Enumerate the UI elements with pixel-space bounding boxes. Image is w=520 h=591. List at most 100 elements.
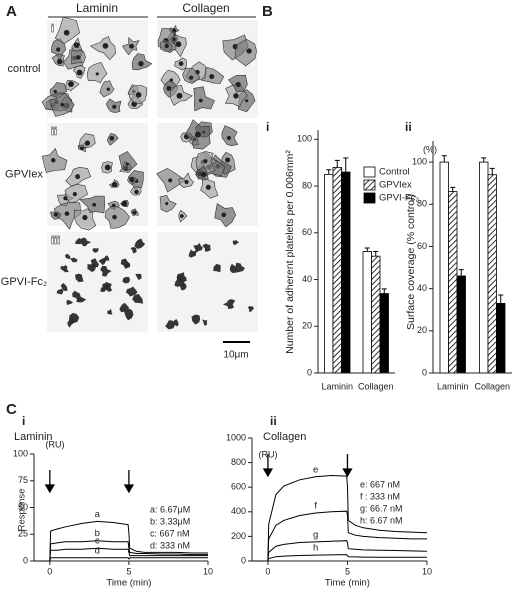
error-bar (458, 269, 464, 276)
cell-core (75, 174, 81, 180)
cell-core (128, 43, 135, 49)
cell (100, 265, 112, 277)
y-tick-label: 50 (18, 502, 28, 512)
cell-core (84, 140, 91, 146)
cell-core (72, 192, 77, 197)
y-tick-label: 0 (422, 367, 427, 377)
legend-label: c: 667 nM (150, 528, 190, 538)
x-tick-label: 10 (203, 566, 213, 576)
cell-core (135, 92, 142, 98)
x-tick-label: 10 (422, 566, 432, 576)
column-header: Collagen (182, 1, 229, 15)
cell (232, 240, 240, 246)
line (252, 554, 427, 562)
y-tick-label: 400 (231, 506, 246, 516)
cell-core (112, 104, 117, 109)
error-bar (334, 159, 340, 168)
cell (56, 288, 64, 295)
cell-core (245, 99, 249, 103)
curve-label: b (95, 528, 100, 539)
injection-arrow (262, 454, 274, 478)
cell-core (200, 171, 207, 178)
cell-core (112, 214, 117, 220)
cell (134, 238, 146, 249)
cell-core (64, 211, 70, 216)
bar (362, 251, 372, 374)
cell-core (164, 43, 169, 49)
cell (130, 246, 137, 254)
x-tick-label: 5 (345, 566, 350, 576)
cell (60, 282, 68, 291)
y-tick-label: 600 (231, 482, 246, 492)
cell (87, 263, 96, 273)
cell (107, 308, 113, 315)
bar (379, 293, 389, 374)
cell-core (221, 212, 227, 218)
legend-label: g: 66.7 nM (360, 503, 403, 513)
line (34, 520, 208, 562)
y-tick-label: 0 (241, 555, 246, 565)
cell-core (51, 158, 56, 163)
line (252, 510, 427, 562)
cell (188, 249, 197, 258)
legend-label: f : 333 nM (360, 491, 400, 501)
cell (202, 243, 211, 252)
chart-numeral: ii (405, 120, 412, 134)
bar (487, 174, 497, 374)
error-bar (381, 288, 387, 294)
error-bar (326, 169, 332, 175)
cell (123, 308, 134, 321)
y-tick-label: 80 (417, 199, 427, 209)
y-tick-label: 20 (302, 321, 312, 331)
cell-core (73, 42, 80, 48)
error-bar (489, 167, 495, 175)
panel-label: B (262, 3, 273, 20)
cell (172, 319, 179, 327)
cell-core (184, 179, 189, 185)
row-label: control (7, 63, 40, 75)
cell-core (53, 89, 57, 94)
cell-core (166, 86, 172, 91)
error-bar (373, 251, 379, 257)
cell (75, 237, 83, 245)
cell (78, 133, 96, 148)
cell-core (68, 81, 74, 88)
cell-core (165, 202, 169, 206)
cell-core (125, 162, 129, 166)
y-tick-label: 1000 (226, 432, 246, 442)
cell-core (129, 177, 135, 183)
curve-label: c (95, 536, 100, 547)
error-bar (364, 247, 370, 252)
cell (191, 314, 201, 325)
cell-core (178, 61, 184, 66)
injection-arrow (342, 454, 353, 478)
line (252, 540, 428, 562)
cell-core (60, 102, 65, 107)
chart-numeral: ii (270, 414, 277, 428)
cell (179, 282, 187, 291)
y-axis-label: Number of adherent platelets per 0.006mm… (284, 150, 296, 354)
legend-label: GPVIex (379, 180, 412, 191)
cell (193, 86, 215, 112)
bar (456, 275, 466, 374)
cell-core (104, 164, 111, 171)
cell (234, 38, 257, 67)
cell (60, 265, 69, 273)
cell (70, 257, 78, 263)
cell-core (56, 47, 61, 52)
cell (165, 320, 176, 330)
x-tick-label: Laminin (321, 381, 353, 391)
x-axis-label: Time (min) (325, 578, 370, 589)
y-tick-label: 100 (297, 134, 312, 144)
line (252, 474, 428, 562)
cell-core (169, 78, 174, 82)
cell (120, 258, 130, 269)
cell-core (134, 189, 139, 195)
scale-label: 10μm (223, 350, 248, 361)
cell-core (195, 131, 201, 138)
cell (122, 276, 131, 284)
y-tick-label: 100 (13, 448, 28, 458)
legend-swatch (363, 166, 376, 178)
